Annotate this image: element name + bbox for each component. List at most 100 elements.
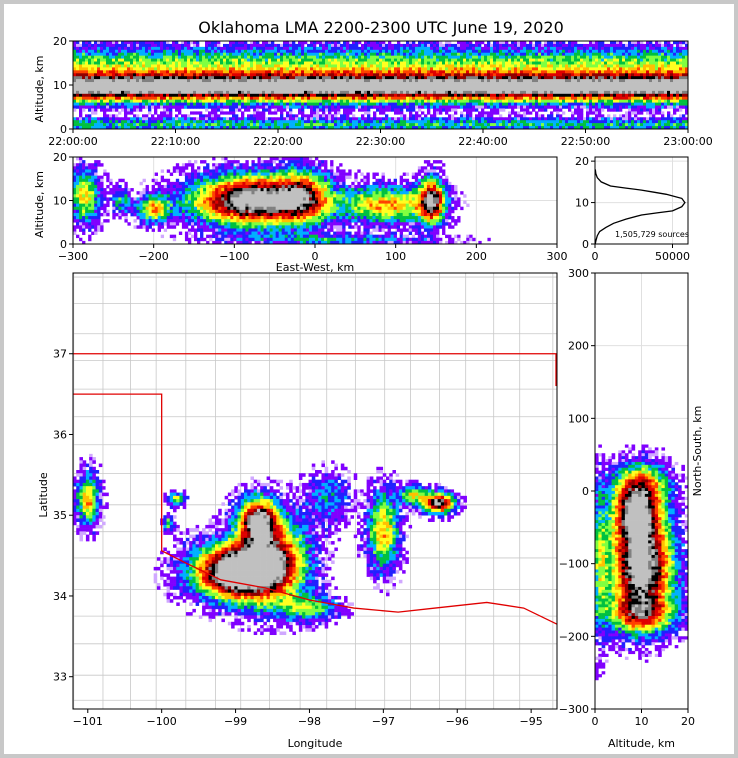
time-height-cell [538,46,542,51]
time-height-cell [334,111,338,115]
time-height-cell [202,123,206,127]
time-height-cell [322,123,326,127]
time-height-cell [217,96,221,100]
time-height-cell [343,85,347,89]
time-height-cell [220,85,224,89]
time-height-cell [457,126,461,130]
time-height-cell [574,85,578,89]
time-height-cell [397,61,401,65]
time-height-cell [466,99,470,103]
time-height-cell [562,96,566,100]
time-height-cell [178,52,182,56]
time-height-cell [154,102,158,106]
time-height-cell [418,79,422,83]
time-height-cell [526,90,530,95]
time-height-cell [466,120,470,124]
time-height-cell [262,105,266,109]
time-height-cell [319,52,323,56]
time-height-cell [172,73,176,77]
time-height-cell [268,90,272,95]
time-height-cell [511,55,515,59]
time-height-cell [400,99,404,103]
time-height-cell [160,43,164,48]
time-height-cell [361,120,365,124]
time-height-cell [112,90,116,95]
time-height-cell [523,41,527,45]
time-height-cell [556,108,560,112]
time-height-cell [460,82,464,86]
time-height-cell [325,123,329,127]
time-height-cell [385,76,389,80]
time-height-cell [166,61,170,65]
time-height-cell [466,70,470,74]
time-height-cell [529,41,533,45]
time-height-cell [397,87,401,92]
time-height-cell [88,55,92,59]
time-height-cell [346,79,350,83]
time-height-cell [529,61,533,65]
time-height-cell [202,114,206,118]
time-height-cell [139,90,143,95]
time-height-cell [550,52,554,56]
time-height-cell [313,46,317,51]
time-height-cell [196,126,200,130]
time-height-cell [325,61,329,65]
time-height-cell [442,67,446,71]
time-height-cell [85,73,89,77]
time-height-cell [310,79,314,83]
time-height-cell [133,85,137,89]
time-height-cell [442,96,446,100]
time-height-cell [247,58,251,62]
time-height-cell [253,102,257,106]
time-height-cell [454,93,458,98]
time-height-cell [238,49,242,54]
time-height-cell [409,123,413,127]
time-height-cell [148,96,152,100]
time-height-cell [430,70,434,74]
time-height-cell [376,70,380,74]
time-height-cell [286,43,290,48]
time-height-cell [436,126,440,130]
time-height-cell [496,46,500,51]
time-height-cell [157,61,161,65]
time-height-cell [358,120,362,124]
time-height-cell [190,96,194,100]
time-height-cell [364,41,368,45]
time-height-cell [412,102,416,106]
time-height-cell [259,114,263,118]
time-height-cell [310,82,314,86]
time-height-cell [355,99,359,103]
time-height-cell [475,43,479,48]
time-height-cell [154,93,158,98]
time-height-cell [448,41,452,45]
time-height-cell [232,70,236,74]
time-height-cell [328,105,332,109]
time-height-cell [94,108,98,112]
time-height-cell [172,93,176,98]
time-height-cell [574,102,578,106]
time-height-cell [334,85,338,89]
time-height-cell [256,96,260,100]
time-height-cell [388,85,392,89]
time-height-cell [448,90,452,95]
time-height-cell [310,67,314,71]
time-height-cell [559,70,563,74]
time-height-cell [517,67,521,71]
time-height-cell [562,55,566,59]
time-height-cell [580,70,584,74]
time-height-cell [526,64,530,68]
time-height-cell [259,49,263,54]
time-height-cell [145,126,149,130]
time-height-cell [595,41,599,45]
time-height-cell [229,126,233,130]
time-height-cell [160,61,164,65]
time-height-cell [223,52,227,56]
time-height-cell [397,82,401,86]
time-height-cell [208,96,212,100]
time-height-cell [127,67,131,71]
time-height-cell [457,41,461,45]
time-height-cell [148,111,152,115]
time-height-cell [208,73,212,77]
time-height-cell [265,82,269,86]
time-height-cell [529,55,533,59]
